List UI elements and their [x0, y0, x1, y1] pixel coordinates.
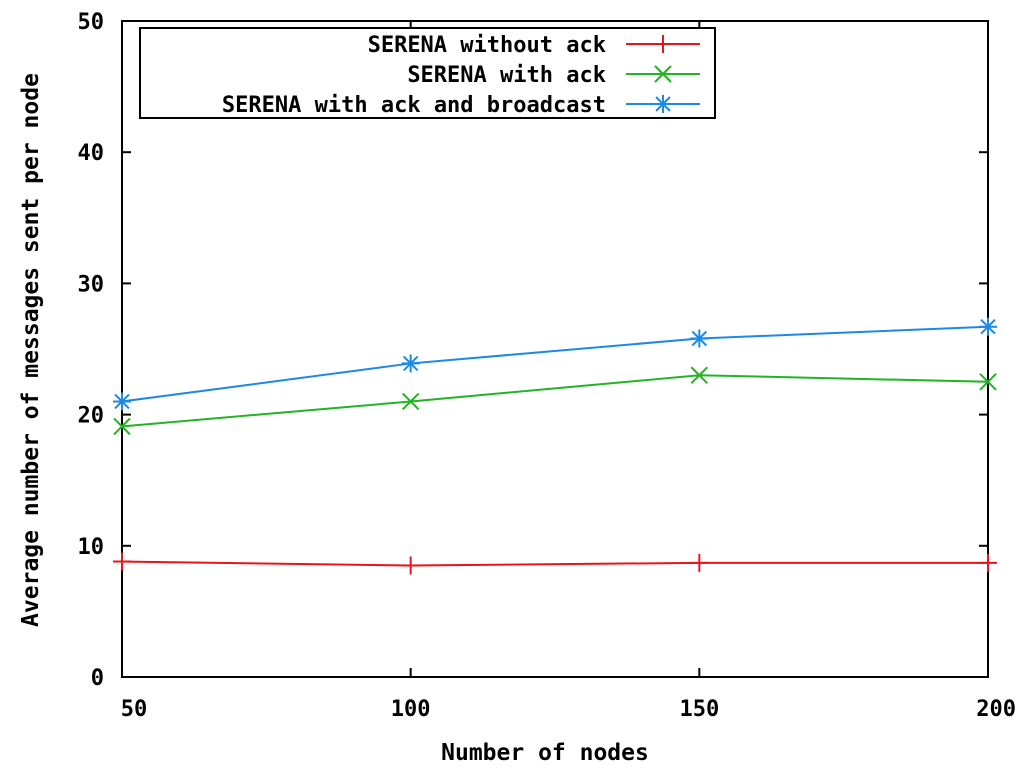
data-point-marker	[979, 373, 997, 391]
x-axis-title: Number of nodes	[441, 740, 649, 766]
data-point-marker	[654, 35, 672, 53]
y-tick-label: 0	[91, 666, 104, 691]
data-point-marker	[654, 65, 672, 83]
series-layer	[113, 317, 997, 575]
x-tick-label: 100	[391, 697, 431, 722]
data-point-marker	[979, 317, 997, 336]
axis-ticks: 0 10 20 30 40 50 50 100 150 200	[78, 10, 1017, 722]
y-tick-label: 20	[78, 404, 105, 429]
data-point-marker	[979, 553, 997, 572]
legend: SERENA without ack SERENA with ack SERENA …	[139, 27, 716, 119]
plot-area	[121, 20, 989, 678]
x-tick-label: 200	[976, 697, 1016, 722]
x-tick-label: 150	[679, 697, 719, 722]
data-point-marker	[401, 392, 420, 411]
series-2	[113, 366, 997, 436]
series-line	[121, 560, 988, 567]
y-tick-label: 10	[78, 535, 105, 560]
series-line	[121, 374, 989, 428]
x-tick-label: 50	[121, 697, 148, 722]
data-point-marker	[654, 95, 672, 113]
data-point-marker	[113, 552, 131, 571]
series-1	[113, 552, 997, 575]
data-point-marker	[690, 366, 709, 384]
data-point-marker	[401, 556, 420, 575]
data-point-marker	[690, 553, 709, 572]
legend-label: SERENA with ack	[407, 63, 606, 88]
legend-box	[139, 27, 716, 119]
y-tick-label: 30	[78, 272, 105, 297]
y-axis-title: Average number of messages sent per node	[18, 73, 44, 627]
y-tick-label: 50	[78, 10, 105, 35]
data-point-marker	[690, 329, 709, 348]
legend-label: SERENA with ack and broadcast	[222, 93, 606, 118]
y-tick-label: 40	[78, 141, 105, 166]
data-point-marker	[113, 417, 131, 436]
series-line	[121, 325, 989, 403]
series-3	[113, 317, 997, 411]
legend-label: SERENA without ack	[368, 33, 606, 58]
data-point-marker	[113, 392, 131, 411]
data-point-marker	[401, 354, 420, 373]
